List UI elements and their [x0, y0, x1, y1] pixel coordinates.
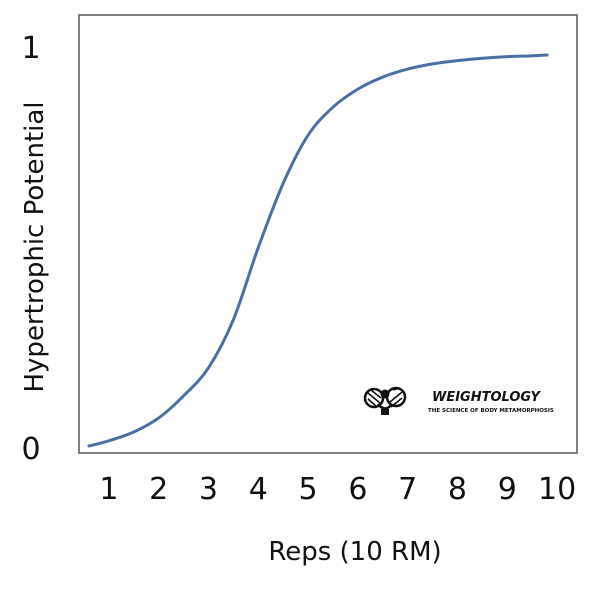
- x-tick-label: 5: [299, 472, 318, 507]
- plot-area-frame: [78, 14, 578, 454]
- y-axis-title: Hypertrophic Potential: [20, 101, 50, 392]
- x-tick-label: 9: [498, 472, 517, 507]
- series-line: [87, 53, 549, 448]
- x-tick-labels: 1 2 3 4 5 6 7 8 9 10: [99, 472, 576, 507]
- x-tick-label: 6: [348, 472, 367, 507]
- y-tick-label: 1: [21, 31, 40, 66]
- x-tick-label: 8: [448, 472, 467, 507]
- weightology-emblem-icon: [363, 386, 407, 415]
- x-tick-label: 3: [199, 472, 218, 507]
- y-tick-label: 0: [21, 432, 40, 467]
- x-tick-label: 1: [99, 472, 118, 507]
- weightology-logo: WEIGHTOLOGY THE SCIENCE OF BODY METAMORP…: [363, 386, 554, 415]
- logo-tagline: THE SCIENCE OF BODY METAMORPHOSIS: [428, 408, 554, 414]
- series-layer: [87, 53, 549, 448]
- x-tick-label: 2: [149, 472, 168, 507]
- x-tick-label: 4: [249, 472, 268, 507]
- x-tick-label: 7: [398, 472, 417, 507]
- logo-name: WEIGHTOLOGY: [432, 390, 542, 405]
- x-tick-label: 10: [538, 472, 576, 507]
- y-tick-labels: 01: [21, 31, 40, 467]
- x-axis-title: Reps (10 RM): [268, 537, 441, 567]
